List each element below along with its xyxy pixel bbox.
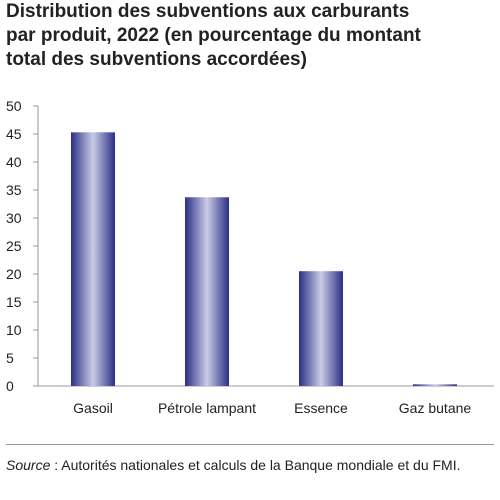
chart-title: Distribution des subventions aux carbura…	[6, 0, 496, 72]
chart-title-line-2: par produit, 2022 (en pourcentage du mon…	[6, 25, 421, 46]
y-tick-label: 35	[6, 182, 22, 198]
source-label: Source	[6, 457, 51, 473]
y-tick-label: 45	[6, 126, 22, 142]
bar-gaz-butane	[413, 384, 457, 386]
x-tick-label: Pétrole lampant	[158, 400, 256, 416]
y-tick-label: 20	[6, 266, 22, 282]
y-tick-label: 30	[6, 210, 22, 226]
source-text: : Autorités nationales et calculs de la …	[50, 457, 461, 473]
bar-p-trole-lampant	[185, 197, 229, 386]
chart-title-line-3: total des subventions accordées)	[6, 49, 307, 70]
y-tick-label: 25	[6, 238, 22, 254]
y-tick-label: 40	[6, 154, 22, 170]
source-note: Source : Autorités nationales et calculs…	[6, 456, 486, 475]
y-tick-label: 5	[6, 350, 14, 366]
x-tick-label: Gasoil	[73, 400, 113, 416]
bar-gasoil	[71, 132, 115, 386]
x-tick-label: Gaz butane	[399, 400, 472, 416]
y-tick-label: 10	[6, 322, 22, 338]
source-divider	[6, 444, 494, 445]
chart-title-line-1: Distribution des subventions aux carbura…	[6, 1, 410, 22]
x-tick-label: Essence	[294, 400, 348, 416]
y-tick-label: 0	[6, 378, 14, 394]
y-tick-label: 15	[6, 294, 22, 310]
bar-chart: 0 5 10 15 20 25 30 35 40 45 50 Gasoil Pétrole lampa…	[6, 98, 494, 416]
x-axis-labels: Gasoil Pétrole lampant Essence Gaz butane	[73, 400, 471, 416]
y-tick-label: 50	[6, 98, 22, 114]
bar-essence	[299, 271, 343, 386]
bars-group	[71, 132, 457, 386]
